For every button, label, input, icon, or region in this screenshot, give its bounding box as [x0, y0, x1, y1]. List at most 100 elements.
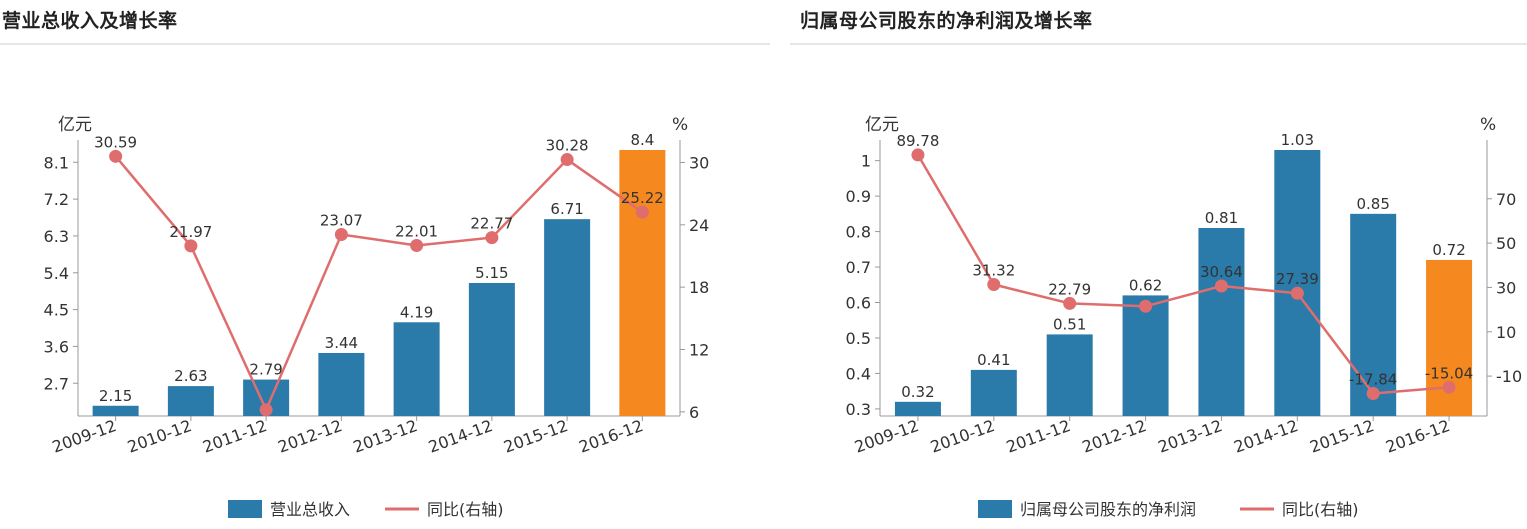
- growth-value-label: 27.39: [1276, 270, 1319, 288]
- growth-value-label: 25.22: [621, 189, 664, 207]
- bar-value-label: 5.15: [475, 264, 508, 282]
- bar-value-label: 0.41: [977, 351, 1010, 369]
- chart-title: 营业总收入及增长率: [2, 10, 178, 32]
- x-tick-label: 2015-12: [501, 416, 570, 457]
- x-tick-label: 2014-12: [426, 416, 495, 457]
- left-tick-label: 0.9: [846, 187, 871, 206]
- growth-point: [259, 403, 273, 417]
- net-profit-panel: 归属母公司股东的净利润及增长率 亿元% 0.3 0.4 0.5 0.6 0.7 0.8 0.9…: [790, 0, 1527, 529]
- left-tick-label: 0.6: [846, 294, 871, 313]
- left-tick-label: 0.7: [846, 258, 871, 277]
- x-tick-label: 2010-12: [928, 416, 997, 457]
- growth-point: [109, 149, 123, 163]
- x-tick-label: 2013-12: [351, 416, 420, 457]
- legend-bar-label: 归属母公司股东的净利润: [1020, 500, 1196, 519]
- growth-point: [560, 153, 574, 167]
- x-tick-label: 2012-12: [1080, 416, 1149, 457]
- chart-title: 归属母公司股东的净利润及增长率: [800, 10, 1093, 32]
- growth-value-label: 21.97: [169, 223, 212, 241]
- bar: [619, 150, 666, 416]
- bar: [1122, 295, 1169, 416]
- growth-point: [1442, 380, 1456, 394]
- title-divider: [0, 43, 770, 45]
- right-tick-label: 24: [689, 216, 709, 235]
- x-tick-label: 2016-12: [576, 416, 645, 457]
- bar-value-label: 8.4: [630, 131, 654, 149]
- left-tick-label: 1: [861, 152, 871, 171]
- growth-point: [485, 231, 499, 245]
- bar: [544, 219, 591, 416]
- bar-value-label: 4.19: [400, 303, 433, 321]
- left-tick-label: 0.3: [846, 400, 871, 419]
- x-tick-label: 2011-12: [1004, 416, 1073, 457]
- growth-point: [1366, 386, 1380, 400]
- bar-value-label: 0.72: [1432, 241, 1465, 259]
- left-tick-label: 0.4: [846, 364, 871, 383]
- bar: [1350, 213, 1397, 416]
- growth-value-label: 31.32: [972, 262, 1015, 280]
- right-axis-unit: %: [1480, 115, 1496, 135]
- right-tick-label: 30: [1496, 278, 1516, 297]
- x-tick-label: 2015-12: [1307, 416, 1376, 457]
- bar: [894, 401, 941, 416]
- net-profit-chart: 亿元 % 0.3 0.4 0.5 0.6 0.7 0.8 0.9 1 -10 10 30 50 70 2009…: [846, 115, 1523, 519]
- bar: [1046, 334, 1093, 416]
- left-tick-label: 2.7: [44, 374, 69, 393]
- left-tick-label: 4.5: [44, 301, 69, 320]
- growth-value-label: 23.07: [320, 211, 363, 229]
- legend-bar-label: 营业总收入: [270, 500, 350, 519]
- revenue-chart: 亿元 % 2.7 3.6 4.5 5.4 6.3 7.2 8.1 6 12 18 24 30 2009-12…: [44, 115, 710, 519]
- x-tick-label: 2011-12: [200, 416, 269, 457]
- right-tick-label: 6: [689, 403, 699, 422]
- bar: [393, 322, 440, 416]
- left-tick-label: 8.1: [44, 153, 69, 172]
- growth-point: [911, 148, 925, 162]
- growth-value-label: -15.04: [1425, 364, 1473, 382]
- right-tick-label: 12: [689, 341, 709, 360]
- growth-line: [114, 155, 644, 413]
- right-tick-label: 50: [1496, 234, 1516, 253]
- growth-value-label: 22.01: [395, 222, 438, 240]
- x-tick-label: 2016-12: [1383, 416, 1452, 457]
- bar: [970, 369, 1017, 416]
- growth-value-label: -17.84: [1349, 370, 1397, 388]
- growth-value-label: 22.77: [470, 215, 513, 233]
- right-tick-label: 30: [689, 153, 709, 172]
- x-tick-label: 2014-12: [1231, 416, 1300, 457]
- growth-value-label: 30.59: [94, 133, 137, 151]
- title-divider: [790, 43, 1527, 45]
- bar: [1198, 228, 1245, 416]
- growth-point: [635, 205, 649, 219]
- bar: [167, 386, 214, 416]
- right-tick-label: -10: [1496, 367, 1522, 386]
- x-tick-label: 2013-12: [1155, 416, 1224, 457]
- bar-value-label: 0.62: [1129, 276, 1162, 294]
- bar-value-label: 0.81: [1205, 209, 1238, 227]
- left-tick-label: 0.8: [846, 223, 871, 242]
- bar-value-label: 6.71: [550, 200, 583, 218]
- left-axis-unit: 亿元: [58, 115, 92, 135]
- growth-line: [916, 154, 1450, 395]
- growth-point: [987, 278, 1001, 292]
- growth-point: [410, 238, 424, 252]
- bar-value-label: 2.15: [99, 387, 132, 405]
- growth-point: [1063, 296, 1077, 310]
- growth-point: [1290, 286, 1304, 300]
- legend-line-label: 同比(右轴): [1282, 500, 1359, 519]
- growth-value-label: 22.79: [1048, 280, 1091, 298]
- right-tick-label: 70: [1496, 190, 1516, 209]
- bar: [92, 405, 139, 416]
- x-tick-label: 2010-12: [125, 416, 194, 457]
- bar: [468, 283, 515, 416]
- bar-value-label: 0.85: [1356, 195, 1389, 213]
- bar: [1274, 150, 1321, 416]
- x-tick-label: 2009-12: [50, 416, 119, 457]
- x-tick-label: 2009-12: [852, 416, 921, 457]
- left-axis-unit: 亿元: [865, 115, 899, 135]
- growth-value-label: 30.64: [1200, 263, 1243, 281]
- revenue-panel: 营业总收入及增长率 亿元% 2.7 3.6 4.5 5.4 6.3 7.2 8.1 6 12 18 2…: [0, 10, 770, 519]
- left-tick-label: 6.3: [44, 227, 69, 246]
- legend-line-label: 同比(右轴): [427, 500, 504, 519]
- bar-value-label: 0.32: [901, 383, 934, 401]
- x-tick-label: 2012-12: [275, 416, 344, 457]
